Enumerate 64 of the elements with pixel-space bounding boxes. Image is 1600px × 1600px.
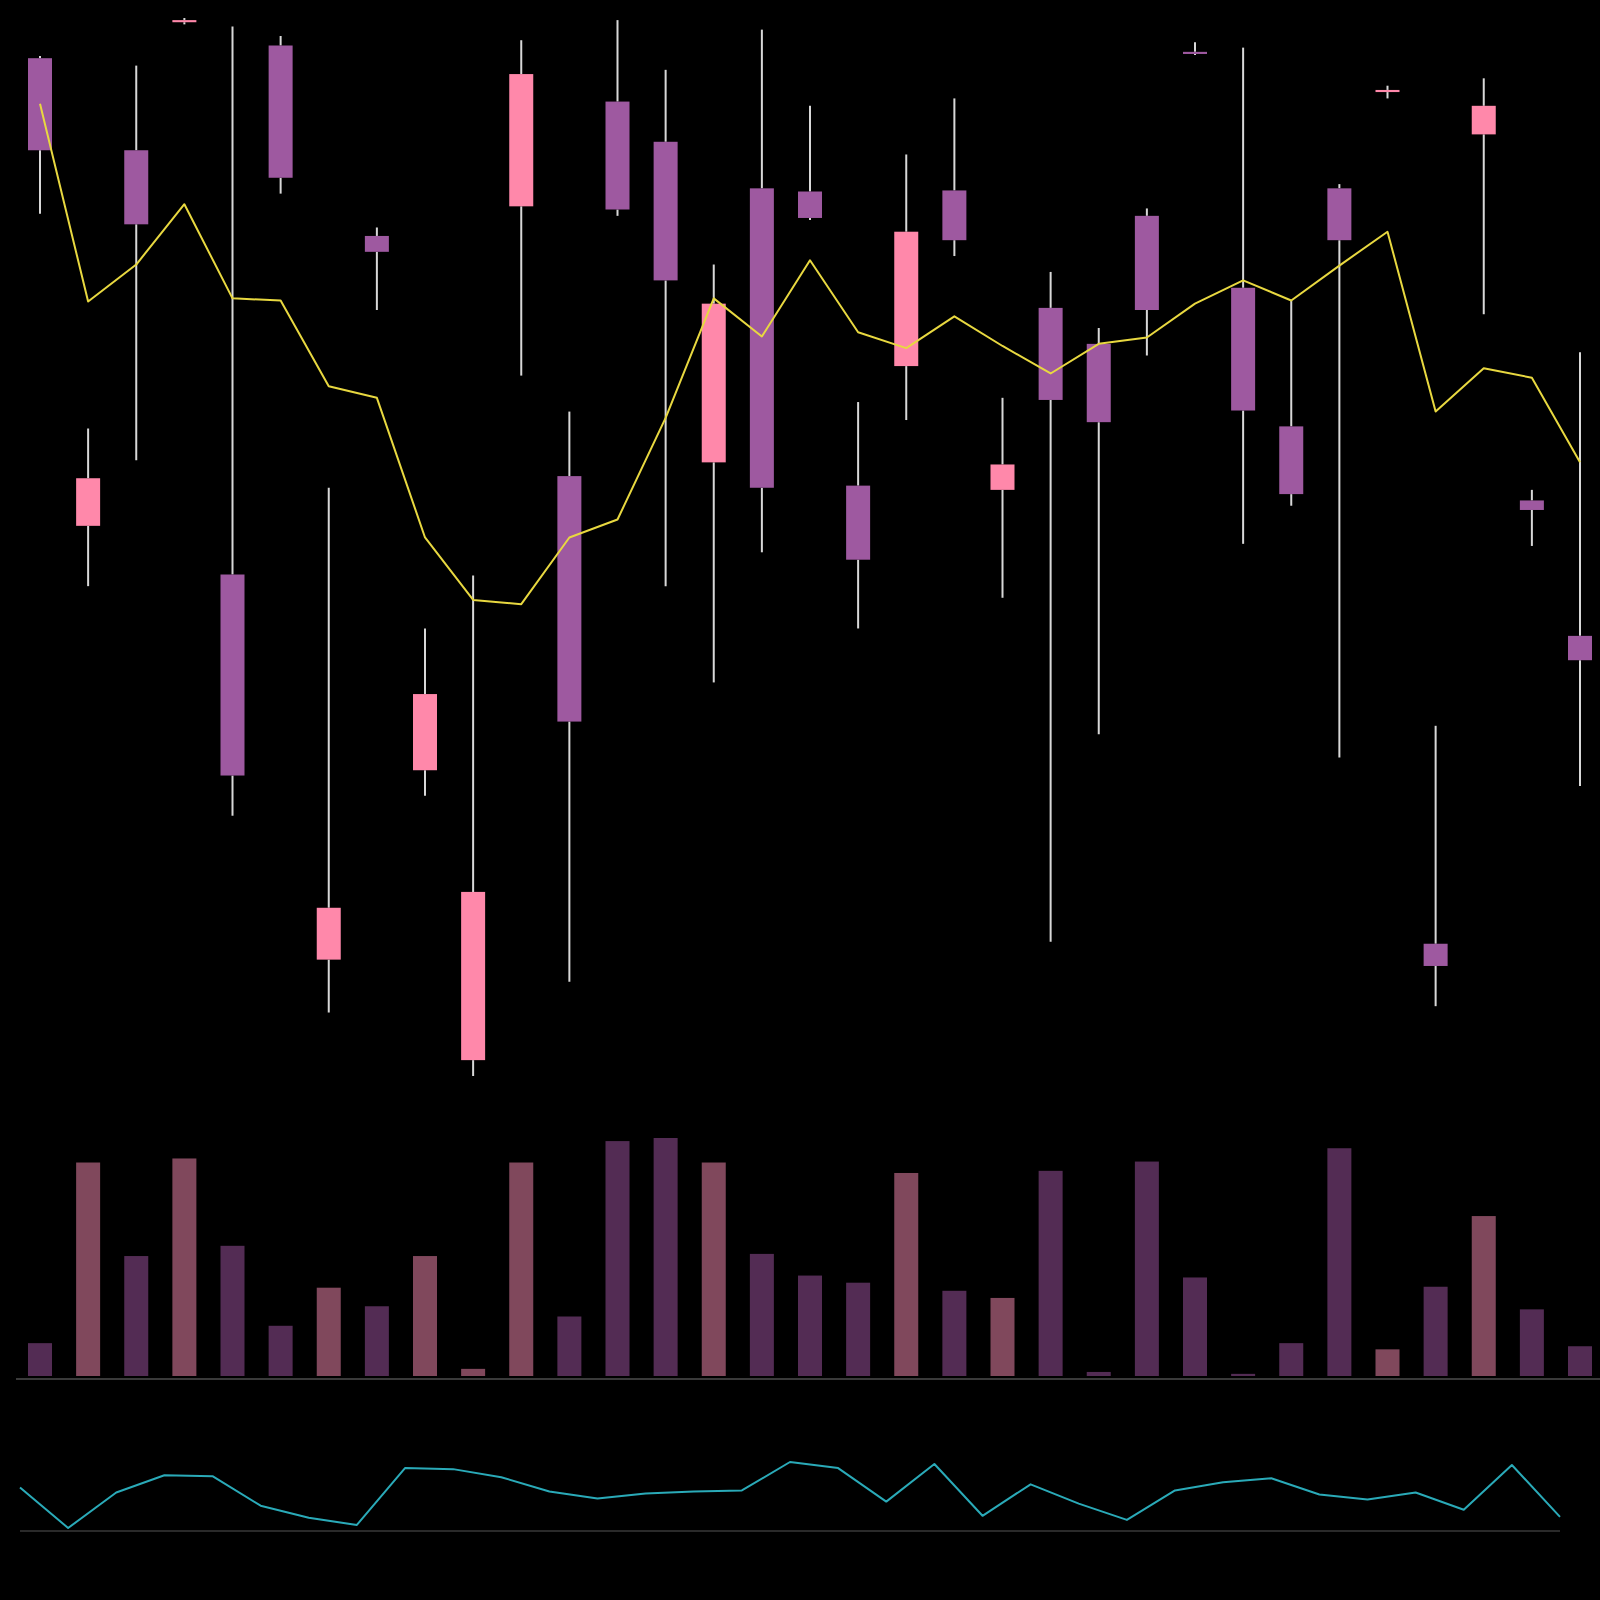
candlestick [653, 68, 678, 588]
candlestick [1038, 270, 1063, 943]
candlestick [509, 39, 534, 377]
bar [942, 1290, 967, 1376]
candlestick [124, 64, 149, 462]
bar [605, 1141, 630, 1376]
bar [701, 1162, 726, 1376]
bar [1519, 1309, 1544, 1376]
bar [1327, 1148, 1352, 1376]
candlestick [461, 574, 486, 1077]
candlestick [1519, 488, 1544, 547]
candlestick [76, 427, 101, 588]
candlestick [1279, 299, 1304, 507]
bar [798, 1275, 822, 1376]
bar [268, 1325, 293, 1376]
candlestick [798, 104, 822, 222]
bar [172, 1158, 197, 1376]
bar [461, 1368, 486, 1376]
bar [894, 1172, 919, 1376]
bar [1183, 1277, 1207, 1376]
candlestick [1423, 724, 1448, 1008]
candlestick [846, 401, 871, 630]
candlestick [1327, 183, 1352, 759]
bar [1471, 1216, 1496, 1376]
candlestick [990, 396, 1015, 599]
bar [76, 1162, 101, 1376]
bar [364, 1306, 389, 1376]
candlestick [364, 226, 389, 312]
bar [990, 1297, 1015, 1376]
bar [846, 1282, 871, 1376]
bar [1568, 1346, 1592, 1376]
bar [653, 1138, 678, 1376]
candlestick [1134, 207, 1159, 357]
bar [749, 1253, 774, 1376]
candlestick [316, 486, 341, 1014]
candlestick [413, 627, 437, 797]
bar [509, 1162, 534, 1376]
bar [28, 1343, 52, 1376]
bar [220, 1245, 245, 1376]
candlestick [1183, 41, 1207, 54]
candlestick [220, 25, 245, 817]
candlestick [942, 97, 967, 258]
candlestick [557, 410, 582, 983]
candlestick [605, 19, 630, 217]
candlestick [268, 34, 293, 195]
bar [124, 1256, 149, 1376]
candlestick [701, 263, 726, 684]
candlestick [894, 153, 919, 422]
bar [557, 1316, 582, 1376]
bar [413, 1256, 437, 1376]
candlestick [28, 55, 52, 215]
bar [1375, 1349, 1400, 1376]
candlestick [1568, 351, 1592, 788]
candlestick [1231, 46, 1256, 545]
candlestick [1471, 77, 1496, 316]
candlestick [1086, 326, 1111, 736]
bar [316, 1287, 341, 1376]
candlestick [172, 17, 197, 23]
bar [1038, 1170, 1063, 1376]
bar [1423, 1286, 1448, 1376]
bar [1134, 1161, 1159, 1376]
bar [1279, 1343, 1304, 1376]
candlestick [749, 28, 774, 554]
candlestick [1375, 84, 1400, 100]
